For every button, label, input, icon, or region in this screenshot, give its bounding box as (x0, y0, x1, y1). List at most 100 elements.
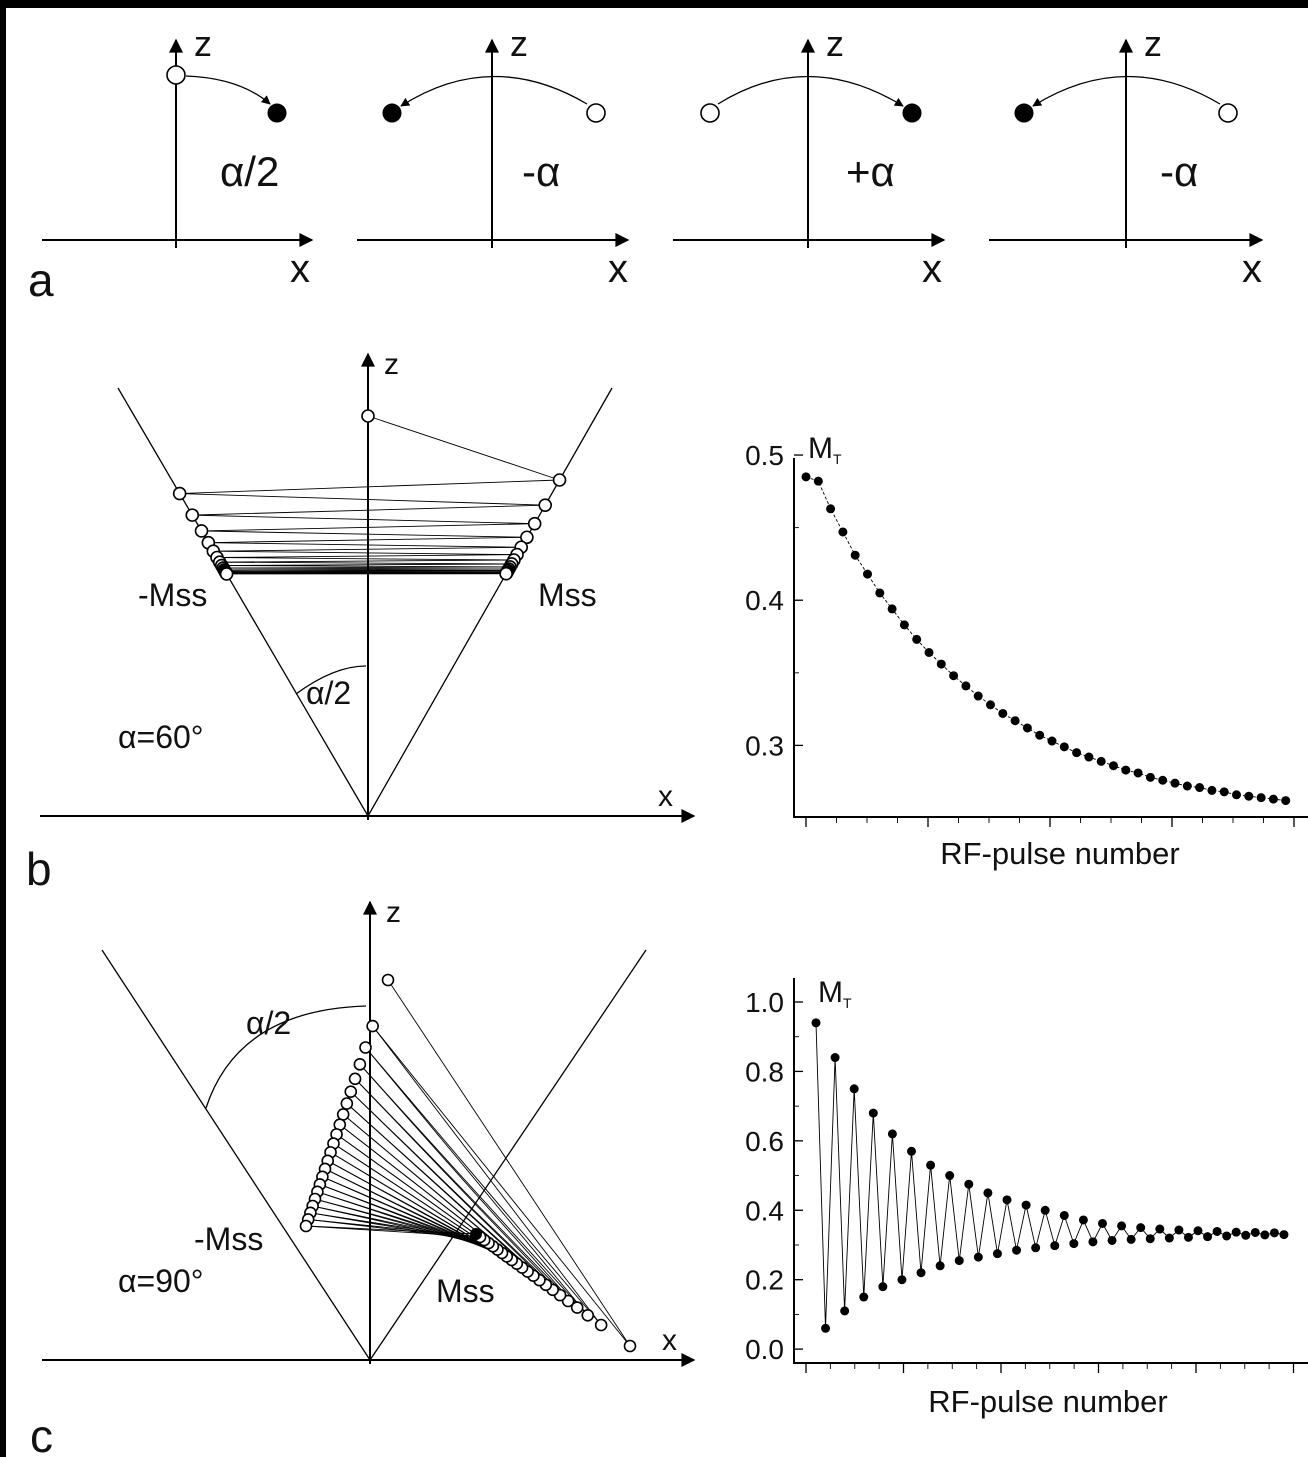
data-point (935, 1261, 945, 1271)
data-point (859, 1292, 869, 1302)
axis-z-label: z (510, 23, 528, 64)
trajectory-segment (305, 1225, 477, 1235)
angle-label: α/2 (246, 1005, 291, 1041)
data-point (801, 472, 811, 482)
data-point (1195, 783, 1205, 793)
series-line (805, 476, 1286, 802)
data-point (1059, 742, 1069, 752)
angle-label: α/2 (306, 675, 351, 711)
panel-label-c: c (30, 1410, 53, 1457)
data-point (912, 634, 922, 644)
panel-c: z x α/2 -Mss Mss α=90° 0.0 0.2 0.4 0.6 0.8 1.… (30, 896, 1308, 1457)
data-point (936, 659, 946, 669)
start-magnetization-dot (586, 103, 606, 123)
magnetization-diagram-b: z x α/2 -Mss Mss α=60° (40, 348, 696, 823)
magnetization-point (581, 1308, 595, 1322)
data-point (1182, 781, 1192, 791)
data-point (1012, 1245, 1022, 1255)
axis-z-label: z (1144, 23, 1162, 64)
data-point (1158, 775, 1168, 785)
chart-c-y-title: MT (818, 976, 852, 1011)
data-point (1121, 765, 1131, 775)
data-point (964, 1179, 974, 1189)
trajectory-segment (192, 504, 546, 516)
data-point (1164, 1233, 1174, 1243)
panel-label-a: a (28, 254, 54, 306)
data-point (1207, 785, 1217, 795)
magnetization-point (359, 1041, 372, 1054)
data-point (1040, 1205, 1050, 1215)
y-tick-label: 1.0 (745, 987, 784, 1018)
cone-line-right (369, 949, 647, 1361)
magnetization-point (527, 516, 542, 531)
data-point (887, 1129, 897, 1139)
data-point (1072, 748, 1082, 758)
y-tick-label: 0.4 (745, 1195, 784, 1226)
data-point (1174, 1225, 1184, 1235)
data-point (1117, 1221, 1127, 1231)
data-point (926, 1160, 936, 1170)
zigzag-trajectory (172, 409, 567, 581)
y-tick-label: 0.2 (745, 1265, 784, 1296)
axis-x-label: x (922, 247, 942, 291)
magnetization-point (299, 1219, 313, 1233)
data-point (1031, 1243, 1041, 1253)
data-point (868, 1108, 878, 1118)
data-point (821, 1323, 831, 1333)
trajectory-segment (208, 536, 527, 544)
data-point (1078, 1215, 1088, 1225)
pulse-label-3: +α (846, 148, 895, 195)
data-point (1133, 768, 1143, 778)
axis-x-label: x (662, 1324, 677, 1357)
data-point (1232, 790, 1241, 800)
trajectory-segment (372, 1025, 602, 1326)
panel-a: z x α/2 z x -α z x +α (28, 23, 1264, 306)
trajectory-segment (354, 1078, 569, 1302)
data-point (863, 569, 872, 579)
data-point (1084, 752, 1094, 762)
data-point (1145, 1234, 1155, 1244)
data-point (1250, 1227, 1260, 1237)
magnetization-point (570, 1301, 584, 1314)
pulse-diagram-3: z x +α (673, 23, 946, 291)
data-point (1050, 1241, 1060, 1251)
data-point (875, 588, 885, 598)
pulse-label-4: -α (1160, 148, 1198, 195)
panel-b: z x α/2 -Mss Mss α=60° 0.3 0.4 0.5 MT RF-p… (26, 348, 1308, 895)
data-point (1109, 761, 1118, 771)
magnetization-point (348, 1072, 362, 1086)
data-point (1260, 1230, 1270, 1240)
trajectory-segment (179, 493, 546, 506)
magnetization-point (623, 1339, 637, 1353)
trajectory-segment (217, 557, 514, 561)
panel-label-b: b (26, 843, 52, 895)
data-point (1035, 730, 1045, 740)
chart-b-ticks: 0.3 0.4 0.5 (745, 440, 1295, 827)
trajectory-segment (192, 514, 535, 525)
magnetization-point (194, 524, 209, 538)
data-point (949, 671, 959, 681)
data-point (878, 1282, 888, 1292)
y-tick-label: 0.6 (745, 1126, 784, 1157)
trajectory-segment (359, 1064, 578, 1308)
cone-line-left (101, 949, 371, 1361)
trajectory-segment (367, 415, 560, 481)
data-point (1107, 1235, 1117, 1245)
chart-b: 0.3 0.4 0.5 MT RF-pulse number (745, 432, 1308, 871)
end-magnetization-dot (1014, 103, 1034, 123)
data-point (840, 1306, 850, 1316)
pulse-diagram-2: z x -α (357, 23, 630, 291)
data-point (1212, 1226, 1222, 1236)
magnetization-point (344, 1085, 358, 1099)
magnetization-diagram-c: z x α/2 -Mss Mss α=90° (42, 896, 696, 1367)
axis-x-label: x (608, 247, 628, 291)
pulse-label-1: α/2 (220, 148, 279, 195)
data-point (1002, 1195, 1012, 1205)
axis-x-label: x (1242, 247, 1262, 291)
data-point (1059, 1210, 1069, 1220)
data-point (1219, 787, 1229, 797)
data-point (992, 1249, 1002, 1259)
data-point (838, 527, 848, 537)
trajectory-segment (387, 979, 631, 1347)
data-point (811, 1018, 821, 1028)
